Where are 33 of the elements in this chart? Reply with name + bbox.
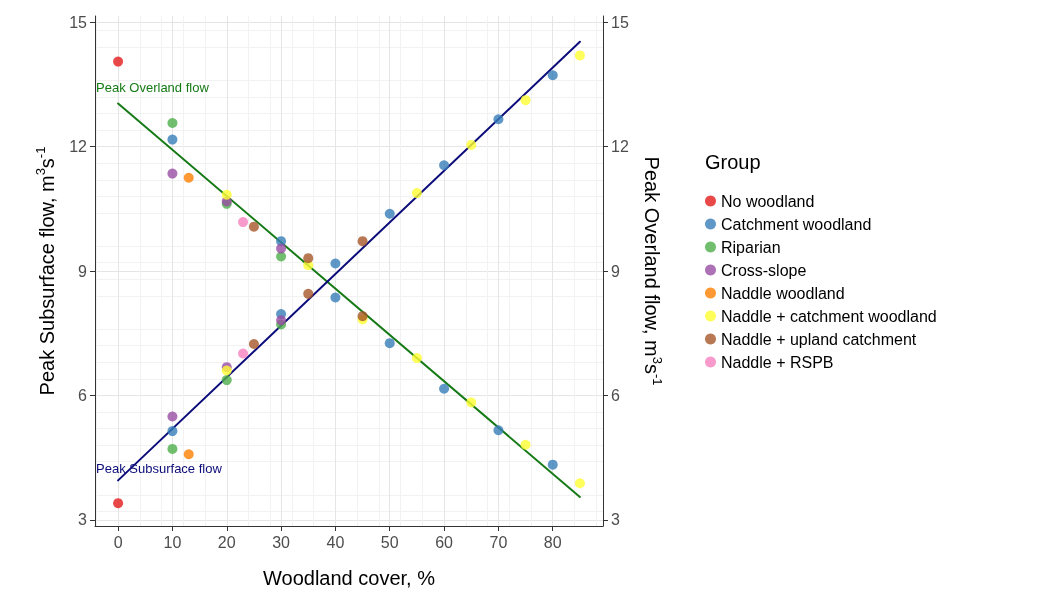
y2-tick-label: 15 bbox=[611, 13, 629, 31]
y2-axis-title: Peak Overland flow, m3s-1 bbox=[640, 156, 665, 386]
y2-tick-label: 3 bbox=[611, 511, 620, 529]
x-tick-label: 60 bbox=[435, 533, 454, 551]
legend-label: Naddle + RSPB bbox=[721, 353, 834, 371]
x-axis-title: Woodland cover, % bbox=[263, 567, 436, 589]
series-label: Peak Overland flow bbox=[96, 80, 210, 96]
x-tick-label: 80 bbox=[543, 533, 562, 551]
x-tick-label: 10 bbox=[163, 533, 182, 551]
y2-tick-label: 6 bbox=[611, 386, 620, 404]
legend-title: Group bbox=[705, 151, 761, 173]
series-label: Peak Subsurface flow bbox=[96, 461, 223, 477]
y-tick-label: 6 bbox=[78, 386, 88, 404]
x-tick-label: 70 bbox=[489, 533, 508, 551]
y2-tick-label: 9 bbox=[611, 262, 620, 280]
legend-label: Naddle + catchment woodland bbox=[721, 307, 937, 325]
y-tick-label: 15 bbox=[69, 13, 88, 31]
legend-label: Naddle + upland catchment bbox=[721, 330, 917, 348]
x-tick-label: 20 bbox=[217, 533, 236, 551]
legend-label: Cross-slope bbox=[721, 261, 807, 279]
x-tick-label: 50 bbox=[380, 533, 399, 551]
y-axis-title: Peak Subsurface flow, m3s-1 bbox=[33, 146, 58, 396]
y-tick-label: 3 bbox=[78, 511, 88, 529]
legend-label: Catchment woodland bbox=[721, 215, 872, 233]
x-tick-label: 0 bbox=[113, 533, 123, 551]
y-tick-label: 9 bbox=[78, 262, 88, 280]
legend-label: Riparian bbox=[721, 238, 781, 256]
y2-tick-label: 12 bbox=[611, 138, 629, 156]
y-tick-label: 12 bbox=[69, 138, 88, 156]
legend-label: Naddle woodland bbox=[721, 284, 845, 302]
x-tick-label: 40 bbox=[326, 533, 345, 551]
legend-label: No woodland bbox=[721, 192, 815, 210]
x-tick-label: 30 bbox=[272, 533, 291, 551]
